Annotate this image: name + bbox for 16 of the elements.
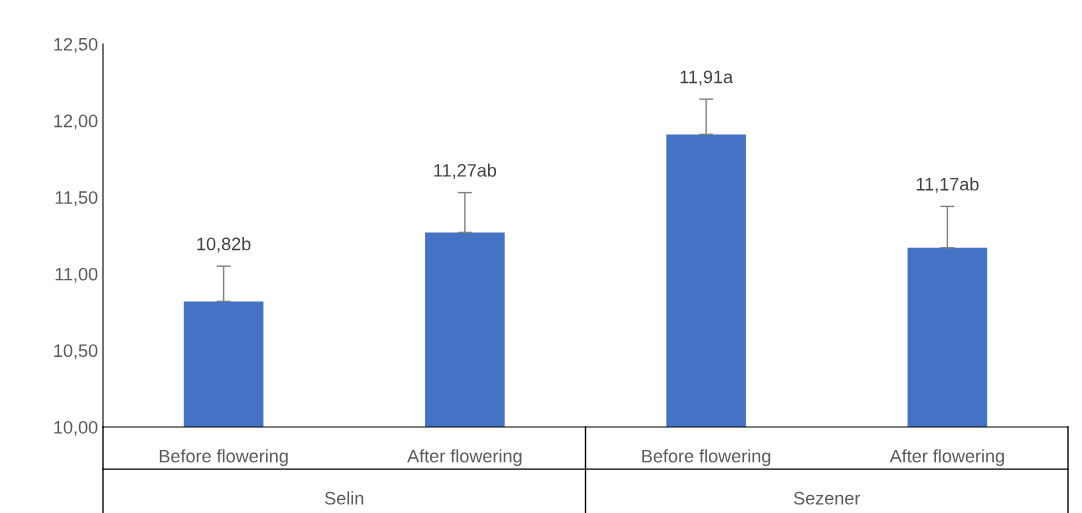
x-tick-label: Before flowering [642, 449, 771, 467]
y-tick-label: 12,50 [54, 37, 98, 53]
text: Sezener [793, 491, 861, 505]
data-label: 11,91a [680, 70, 734, 86]
y-tick-label: 11,50 [55, 191, 98, 207]
data-label: 10,82b [197, 237, 251, 253]
x-tick-label: Before flowering [159, 449, 288, 467]
text: Selin [325, 491, 364, 505]
y-tick-label: 11,00 [55, 267, 98, 283]
y-tick-label: 10,50 [54, 344, 98, 360]
y-tick-label: 12,00 [54, 114, 98, 130]
y-tick-label: 10,00 [54, 420, 98, 436]
x-tick-label: After flowering [889, 449, 1004, 467]
data-label: 11,17ab [916, 177, 979, 193]
x-tick-label: After flowering [407, 449, 522, 467]
data-label: 11,27ab [434, 163, 497, 179]
